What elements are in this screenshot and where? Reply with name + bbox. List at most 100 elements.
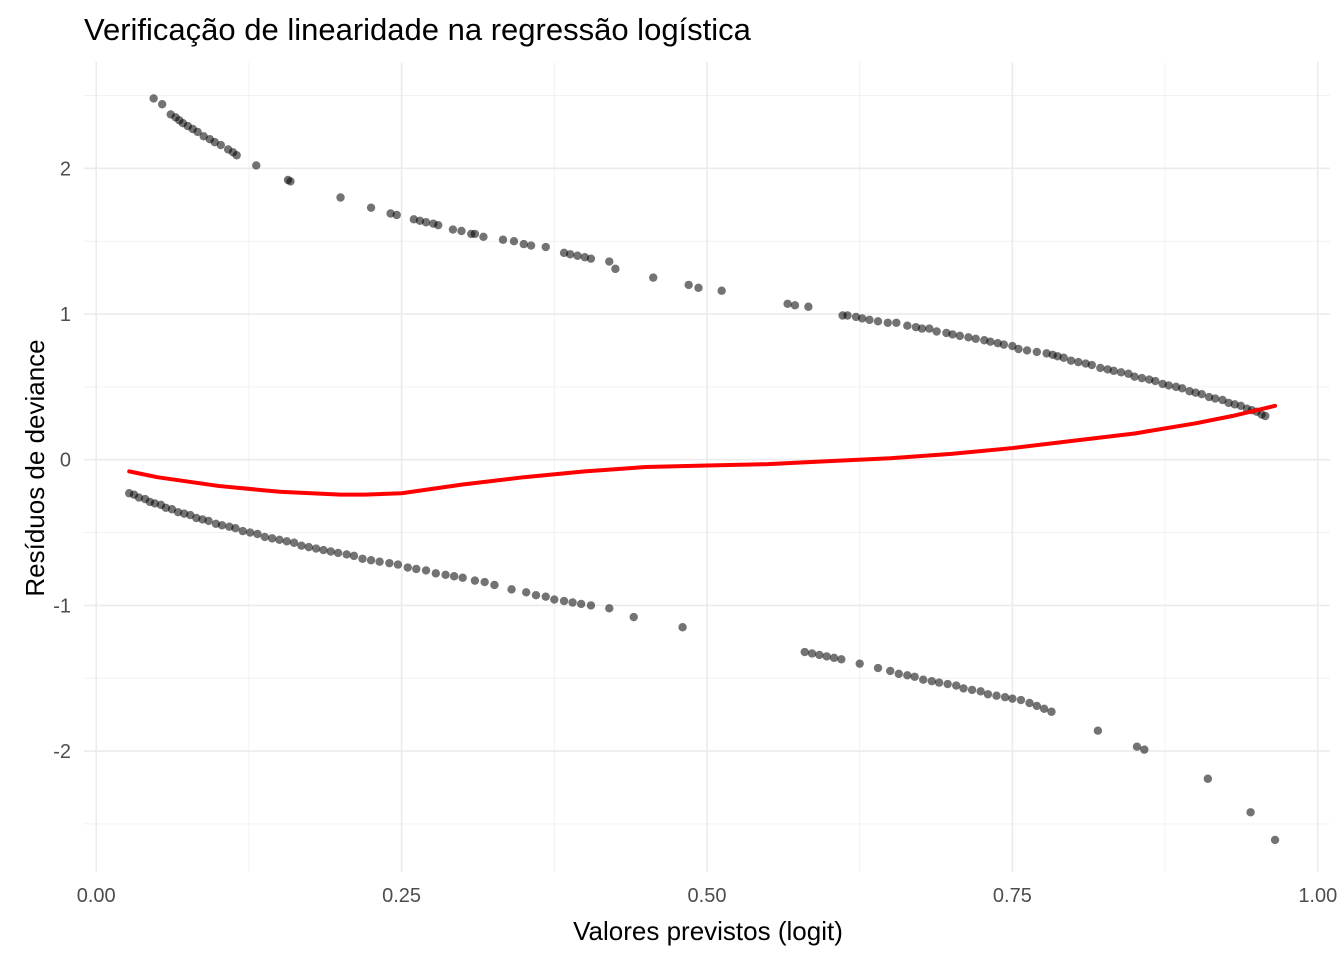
- data-point: [431, 569, 441, 578]
- data-point: [385, 558, 394, 568]
- data-point: [1000, 692, 1010, 702]
- data-point: [917, 324, 927, 333]
- data-point: [903, 671, 912, 680]
- data-point: [509, 236, 519, 246]
- data-point: [522, 588, 531, 597]
- data-point: [286, 177, 295, 186]
- data-point: [955, 331, 965, 341]
- data-point: [1025, 698, 1034, 708]
- data-point: [804, 302, 813, 311]
- data-point: [855, 659, 864, 668]
- y-axis-ticks: -2 -1 0 1 2: [53, 158, 71, 763]
- data-point: [649, 273, 658, 282]
- data-point: [948, 330, 957, 339]
- data-point: [253, 529, 262, 539]
- data-point: [1177, 384, 1187, 393]
- data-point: [883, 318, 892, 327]
- y-tick-label: -1: [53, 595, 71, 617]
- data-point: [629, 612, 638, 622]
- data-point: [837, 655, 846, 664]
- data-point: [245, 528, 255, 537]
- data-point: [565, 250, 575, 259]
- data-point: [1246, 808, 1255, 817]
- data-point: [358, 554, 367, 563]
- data-point: [193, 127, 202, 137]
- data-point: [1210, 394, 1220, 403]
- data-point: [1197, 389, 1206, 399]
- data-point: [217, 521, 227, 530]
- data-point: [1116, 368, 1126, 377]
- data-point: [260, 532, 269, 542]
- data-point: [470, 229, 480, 239]
- x-tick-label: 0.00: [77, 885, 116, 907]
- data-point: [550, 595, 559, 604]
- data-point: [507, 585, 516, 594]
- data-point: [1109, 366, 1118, 376]
- data-point: [275, 535, 284, 545]
- data-point: [976, 687, 985, 696]
- data-point: [333, 548, 343, 558]
- data-point: [149, 94, 158, 103]
- data-point: [892, 318, 901, 327]
- data-point: [282, 537, 291, 546]
- data-point: [843, 311, 852, 320]
- data-point: [252, 161, 261, 170]
- data-point: [586, 601, 596, 610]
- data-point: [1087, 360, 1096, 370]
- data-point: [568, 598, 577, 607]
- y-axis-title: Resíduos de deviance: [20, 339, 50, 596]
- data-point: [559, 596, 569, 606]
- data-point: [605, 257, 614, 266]
- data-point: [927, 676, 936, 686]
- data-point: [1132, 742, 1142, 751]
- data-point: [873, 663, 883, 673]
- data-point: [886, 666, 895, 676]
- data-point: [479, 232, 488, 242]
- data-point: [366, 556, 376, 565]
- chart-title: Verificação de linearidade na regressão …: [84, 12, 752, 47]
- data-point: [694, 283, 703, 293]
- data-point: [216, 140, 226, 150]
- data-point: [815, 650, 824, 660]
- data-point: [943, 679, 952, 689]
- data-point: [586, 254, 596, 263]
- data-point: [611, 264, 620, 274]
- data-point: [498, 235, 508, 244]
- data-point: [267, 534, 277, 543]
- data-point: [1137, 373, 1147, 383]
- data-point: [1032, 701, 1042, 711]
- data-point: [304, 542, 313, 552]
- data-point: [449, 572, 459, 581]
- x-axis-ticks: 0.00 0.25 0.50 0.75 1.00: [77, 885, 1338, 907]
- data-point: [1008, 694, 1017, 703]
- x-axis-title: Valores previstos (logit): [573, 916, 843, 946]
- data-point: [934, 678, 944, 687]
- data-point: [1093, 726, 1103, 735]
- data-point: [336, 193, 345, 202]
- data-point: [326, 547, 335, 556]
- data-point: [919, 675, 928, 684]
- x-tick-label: 0.75: [993, 885, 1032, 907]
- x-tick-label: 1.00: [1298, 885, 1337, 907]
- data-point: [967, 685, 977, 695]
- data-point: [999, 340, 1009, 349]
- data-point: [605, 604, 614, 613]
- data-point: [421, 218, 431, 227]
- data-point: [1164, 381, 1173, 390]
- data-point: [684, 280, 693, 290]
- data-point: [541, 592, 550, 601]
- data-point: [232, 151, 241, 160]
- smooth-curve-layer: [127, 403, 1278, 497]
- data-point: [441, 570, 450, 580]
- data-point: [393, 560, 403, 569]
- data-point: [289, 538, 299, 547]
- data-point: [783, 299, 792, 309]
- data-point: [986, 337, 995, 346]
- chart-title-group: Verificação de linearidade na regressão …: [84, 12, 752, 47]
- data-point: [1270, 835, 1280, 845]
- data-point: [865, 315, 874, 325]
- data-point: [992, 691, 1001, 700]
- data-point: [894, 669, 903, 679]
- data-point: [448, 225, 458, 234]
- data-point: [910, 672, 919, 681]
